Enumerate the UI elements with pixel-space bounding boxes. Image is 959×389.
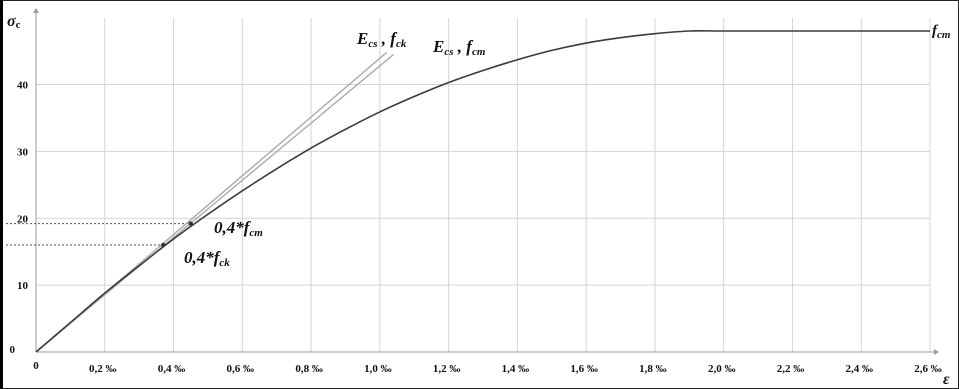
point-04fck	[161, 242, 166, 248]
x-tick-label: 2,0 ‰	[708, 363, 736, 375]
x-tick-label: 0,2 ‰	[89, 363, 117, 375]
x-tick-label: 0,6 ‰	[227, 363, 255, 375]
x-tick-labels: 0 0,2 ‰ 0,4 ‰ 0,6 ‰ 0,8 ‰ 1,0 ‰ 1,2 ‰ 1,4 ‰ 1,6 …	[33, 360, 942, 375]
series-ecs-fcm	[35, 53, 395, 353]
series-group	[35, 30, 930, 353]
y-axis-arrow	[33, 8, 39, 13]
point-04fcm	[188, 221, 193, 226]
x-tick-label: 1,4 ‰	[502, 363, 530, 375]
y-tick-label: 0	[10, 344, 16, 356]
series-stress-strain	[35, 30, 930, 353]
x-tick-label: 0,4 ‰	[158, 363, 186, 375]
y-tick-label: 10	[17, 280, 29, 292]
x-tick-label: 1,2 ‰	[433, 363, 461, 375]
x-axis-arrow	[934, 349, 939, 355]
x-tick-label: 2,6 ‰	[914, 363, 942, 375]
x-tick-label: 0	[33, 360, 39, 372]
y-tick-label: 20	[17, 213, 29, 225]
x-tick-label: 1,0 ‰	[364, 363, 392, 375]
annotation-04fcm: 0,4*fcm	[214, 218, 263, 239]
x-axis-label: ε	[943, 371, 950, 388]
x-tick-label: 1,6 ‰	[570, 363, 598, 375]
x-tick-label: 0,8 ‰	[295, 363, 323, 375]
annotation-ecs-fck: Ecs , fck	[356, 29, 407, 50]
y-axis-label: σc	[7, 13, 21, 31]
y-tick-label: 40	[17, 80, 29, 92]
y-tick-labels: 0 10 20 30 40	[10, 80, 29, 357]
annotation-fcm-right: fcm	[932, 23, 951, 41]
x-tick-label: 1,8 ‰	[639, 363, 667, 375]
reference-lines	[6, 223, 191, 246]
x-tick-label: 2,4 ‰	[845, 363, 873, 375]
annotation-ecs-fcm: Ecs , fcm	[432, 37, 486, 58]
y-tick-label: 30	[17, 146, 29, 158]
markers	[161, 221, 193, 248]
annotation-04fck: 0,4*fck	[184, 248, 230, 269]
x-tick-label: 2,2 ‰	[777, 363, 805, 375]
grid	[36, 18, 931, 352]
